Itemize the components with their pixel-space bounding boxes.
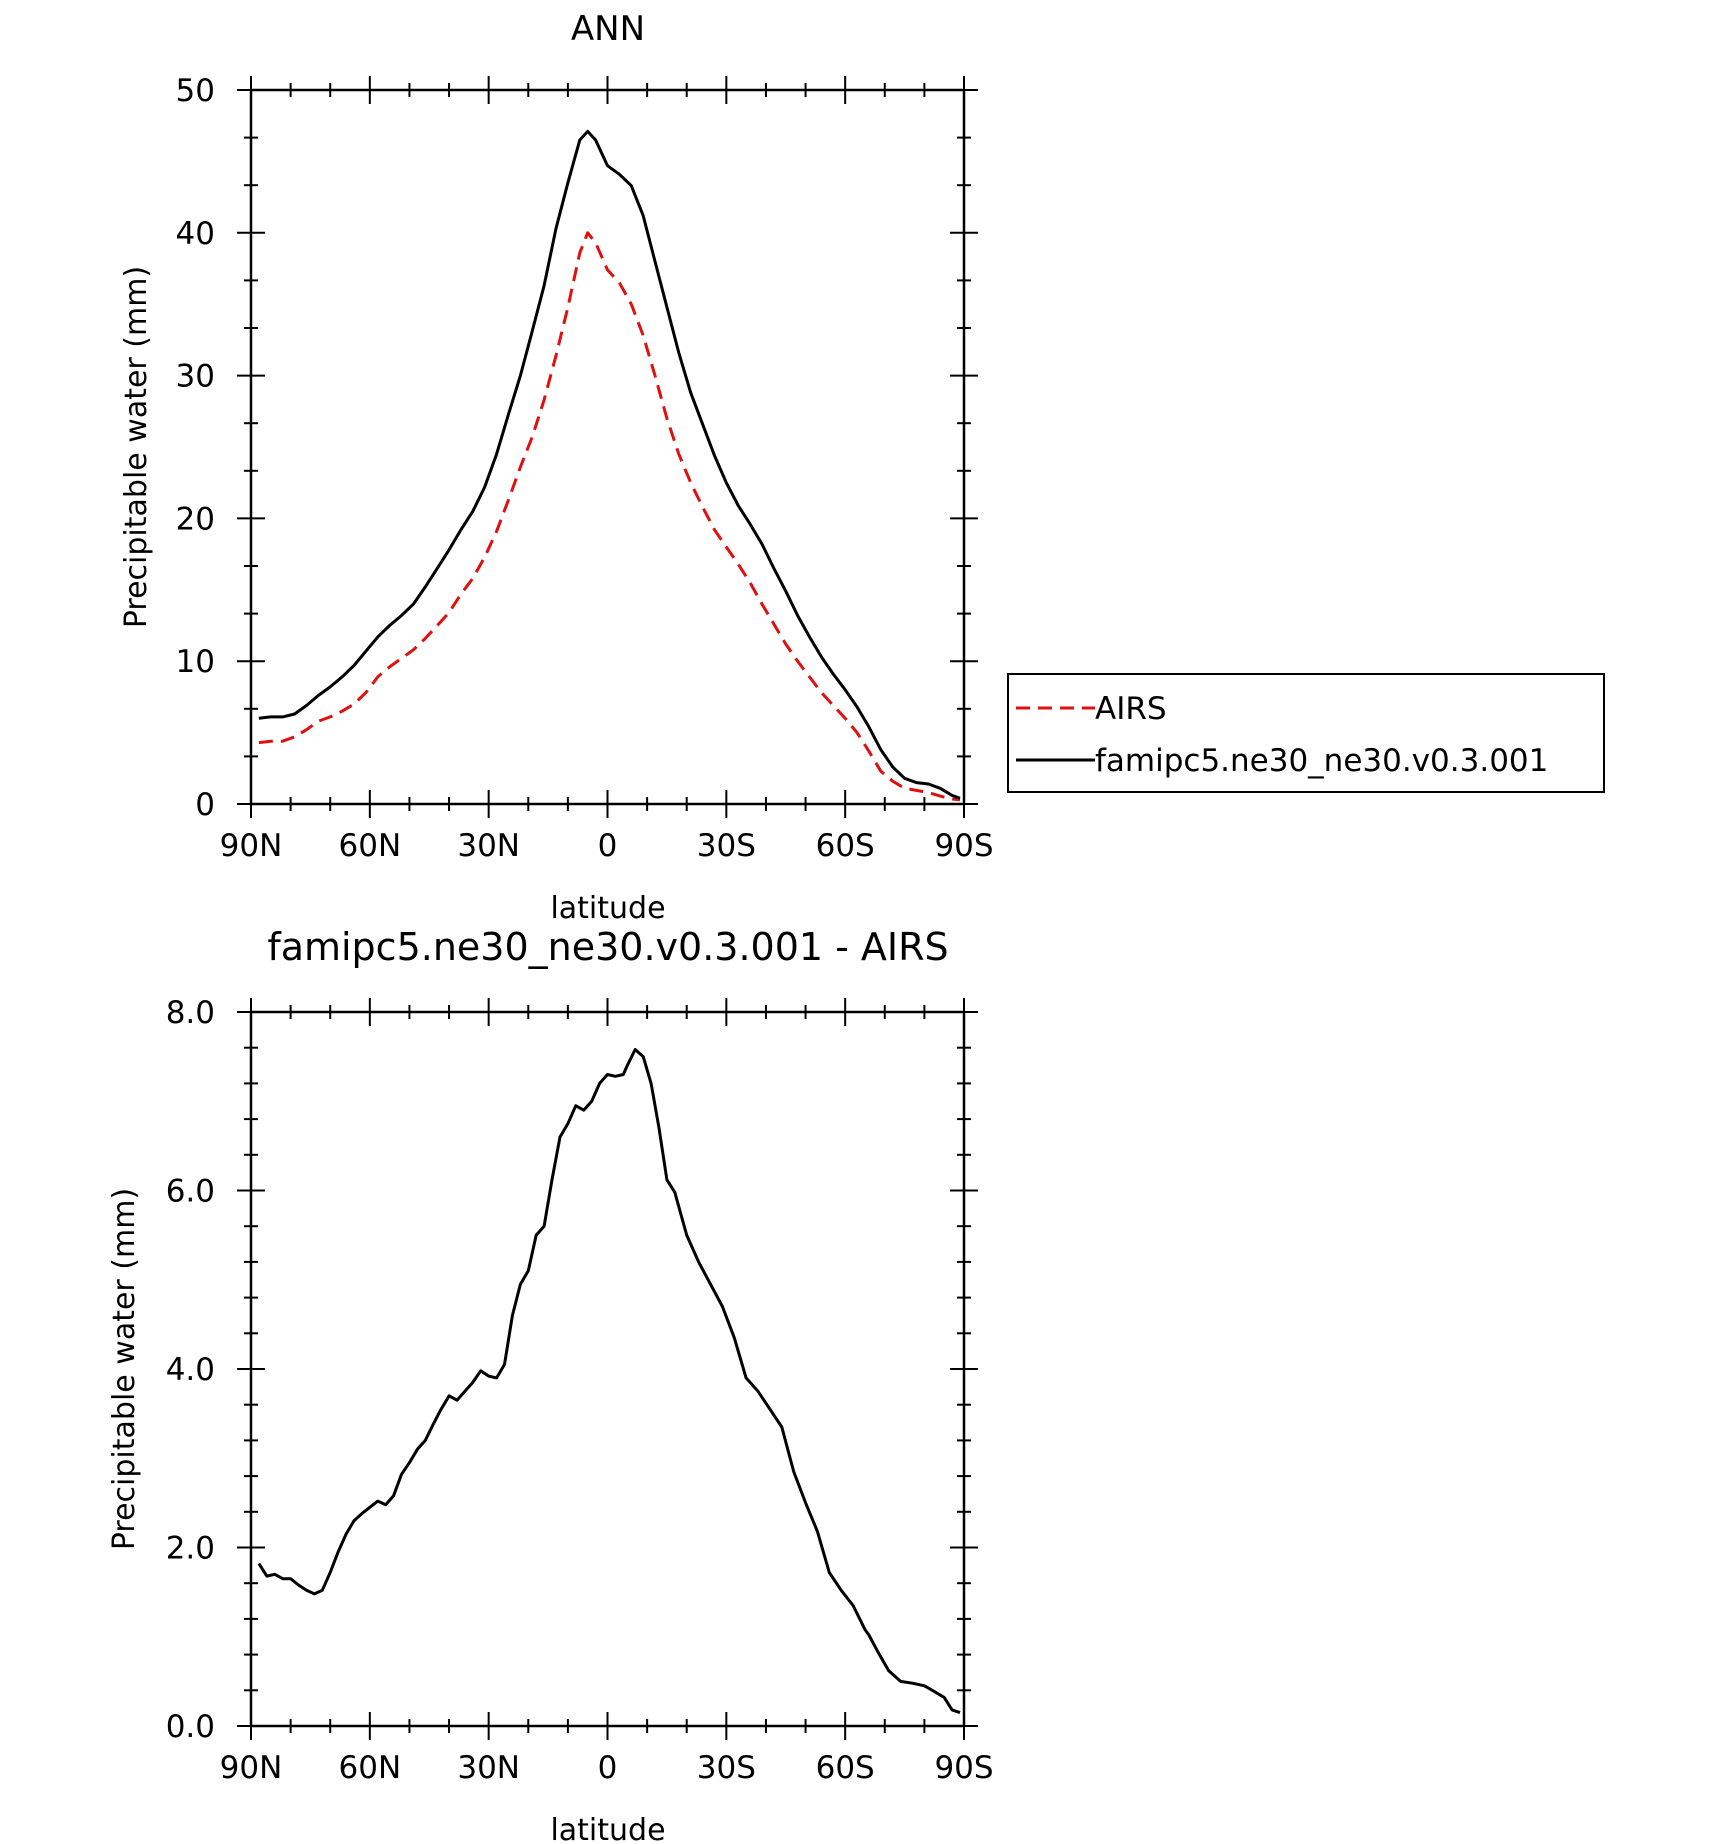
- legend: AIRS famipc5.ne30_ne30.v0.3.001: [1007, 673, 1605, 793]
- legend-label-airs: AIRS: [1095, 691, 1167, 727]
- top-x-tick-labels: 90N 60N 30N 0 30S 60S 90S: [220, 828, 994, 864]
- legend-label-model: famipc5.ne30_ne30.v0.3.001: [1095, 743, 1548, 779]
- top-x-tick-label: 30S: [697, 828, 756, 864]
- bottom-x-tick-label: 90S: [934, 1750, 993, 1786]
- bottom-series-line-0: [257, 1048, 961, 1715]
- top-x-tick-label: 90N: [220, 828, 283, 864]
- bottom-chart-panel: famipc5.ne30_ne30.v0.3.001 - AIRS 90N 60N…: [107, 925, 994, 1844]
- bottom-x-tick-label: 30N: [457, 1750, 520, 1786]
- bottom-y-tick-label: 8.0: [166, 995, 215, 1031]
- bottom-x-tick-label: 60S: [816, 1750, 875, 1786]
- top-chart-panel: ANN 90N 60N 30N 0 30S 60S 90S 0 10 20 30 40 50 lati…: [119, 9, 1605, 926]
- top-x-axis-label: latitude: [550, 891, 665, 926]
- bottom-y-tick-label: 4.0: [166, 1352, 215, 1388]
- bottom-y-tick-label: 6.0: [166, 1174, 215, 1210]
- top-y-tick-label: 0: [195, 787, 215, 823]
- bottom-chart-title: famipc5.ne30_ne30.v0.3.001 - AIRS: [267, 925, 948, 969]
- bottom-x-tick-label: 30S: [697, 1750, 756, 1786]
- top-series-line-0: [258, 231, 961, 802]
- bottom-x-tick-label: 0: [598, 1750, 618, 1786]
- bottom-y-tick-label: 2.0: [166, 1531, 215, 1567]
- top-y-tick-label: 50: [176, 73, 215, 109]
- top-x-tick-label: 60N: [339, 828, 402, 864]
- bottom-y-tick-label: 0.0: [166, 1709, 215, 1745]
- bottom-chart-marks: [257, 1048, 961, 1715]
- bottom-x-tick-labels: 90N 60N 30N 0 30S 60S 90S: [220, 1750, 994, 1786]
- top-chart-ticks: [237, 76, 978, 818]
- legend-box: [1007, 673, 1605, 793]
- bottom-chart-ticks: [237, 998, 978, 1740]
- top-series-line-1: [258, 129, 961, 800]
- top-y-tick-label: 40: [176, 216, 215, 252]
- top-y-tick-label: 20: [176, 501, 215, 537]
- top-x-tick-label: 60S: [816, 828, 875, 864]
- bottom-x-tick-label: 90N: [220, 1750, 283, 1786]
- bottom-y-axis-label: Precipitable water (mm): [107, 1188, 142, 1550]
- top-y-tick-labels: 0 10 20 30 40 50: [176, 73, 215, 823]
- top-chart-title: ANN: [571, 9, 645, 49]
- top-x-tick-label: 0: [598, 828, 618, 864]
- top-y-tick-label: 10: [176, 644, 215, 680]
- top-x-tick-label: 30N: [457, 828, 520, 864]
- bottom-x-tick-label: 60N: [339, 1750, 402, 1786]
- top-chart-marks: [258, 129, 961, 802]
- top-x-tick-label: 90S: [934, 828, 993, 864]
- bottom-y-tick-labels: 0.0 2.0 4.0 6.0 8.0: [166, 995, 215, 1745]
- top-y-axis-label: Precipitable water (mm): [119, 266, 154, 628]
- top-y-tick-label: 30: [176, 359, 215, 395]
- bottom-x-axis-label: latitude: [550, 1813, 665, 1844]
